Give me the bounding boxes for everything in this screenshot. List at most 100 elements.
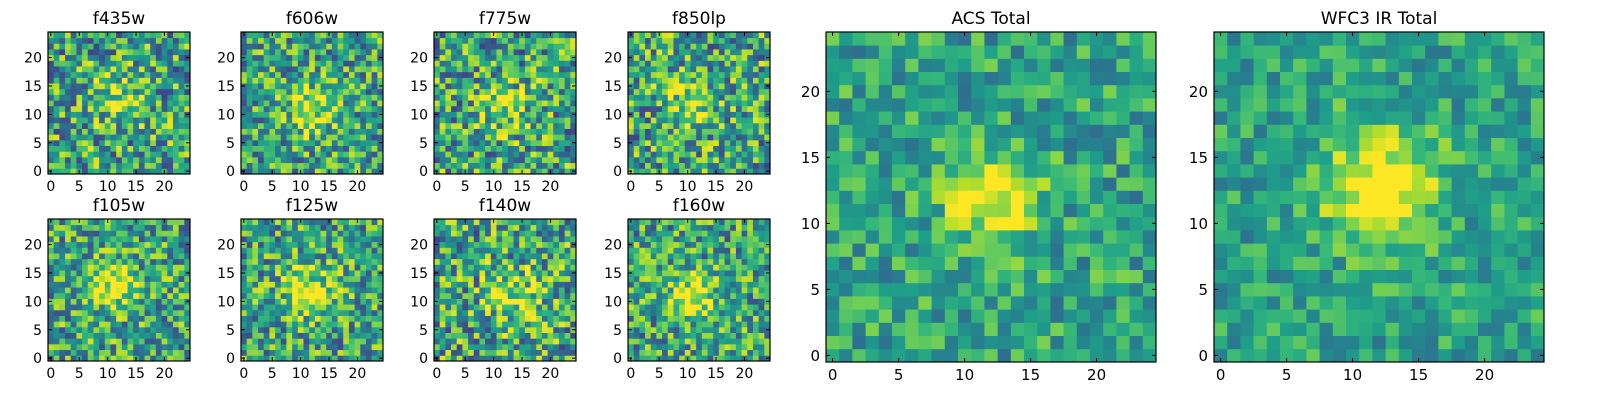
heatmap-cell	[553, 326, 560, 333]
heatmap-cell	[371, 247, 378, 254]
heatmap-cell	[496, 224, 503, 231]
heatmap-cell	[48, 292, 55, 299]
heatmap-cell	[263, 292, 270, 299]
heatmap-cell	[564, 321, 571, 328]
heatmap-cell	[377, 236, 384, 243]
heatmap-cell	[553, 134, 560, 141]
heatmap-cell	[747, 117, 754, 124]
heatmap-cell	[138, 105, 145, 112]
heatmap-cell	[650, 105, 657, 112]
heatmap-cell	[65, 105, 72, 112]
heatmap-cell	[718, 326, 725, 333]
heatmap-cell	[280, 94, 287, 101]
heatmap-cell	[371, 315, 378, 322]
heatmap-cell	[650, 100, 657, 107]
heatmap-cell	[536, 71, 543, 78]
heatmap-cell	[155, 71, 162, 78]
heatmap-cell	[434, 304, 441, 311]
heatmap-cell	[764, 105, 771, 112]
heatmap-cell	[76, 156, 83, 164]
heatmap-cell	[320, 105, 327, 112]
heatmap-cell	[167, 332, 174, 339]
heatmap-cell	[53, 100, 60, 107]
heatmap-cell	[741, 298, 748, 305]
heatmap-cell	[110, 151, 117, 158]
heatmap-cell	[144, 128, 151, 135]
heatmap-cell	[496, 326, 503, 333]
heatmap-cell	[553, 49, 560, 56]
heatmap-cell	[65, 111, 72, 118]
heatmap-cell	[172, 321, 180, 328]
heatmap-cell	[360, 32, 367, 39]
heatmap-cell	[684, 111, 691, 118]
heatmap-cell	[116, 71, 123, 78]
heatmap-cell	[485, 343, 492, 351]
heatmap-cell	[496, 287, 503, 294]
heatmap-cell	[536, 338, 543, 345]
heatmap-cell	[673, 105, 680, 112]
heatmap-cell	[462, 162, 469, 169]
heatmap-cell	[558, 122, 566, 129]
heatmap-cell	[451, 264, 458, 271]
heatmap-cell	[541, 66, 548, 73]
heatmap-cell	[184, 37, 191, 44]
heatmap-cell	[456, 71, 463, 78]
heatmap-cell	[348, 100, 355, 107]
heatmap-cell	[82, 139, 89, 146]
heatmap-cell	[172, 309, 180, 316]
heatmap-cell	[280, 117, 287, 124]
heatmap-cell	[570, 338, 577, 345]
heatmap-cell	[724, 128, 731, 135]
heatmap-cell	[496, 43, 503, 50]
heatmap-cell	[468, 332, 475, 339]
heatmap-cell	[292, 258, 299, 265]
heatmap-cell	[150, 224, 157, 231]
heatmap-cell	[150, 349, 157, 356]
heatmap-cell	[718, 100, 725, 107]
heatmap-cell	[331, 270, 338, 277]
heatmap-cell	[167, 275, 174, 282]
heatmap-cell	[547, 287, 554, 294]
heatmap-cell	[473, 145, 480, 152]
heatmap-cell	[275, 309, 282, 316]
heatmap-cell	[70, 145, 77, 152]
heatmap-cell	[747, 304, 754, 311]
heatmap-cell	[252, 349, 259, 356]
heatmap-cell	[121, 355, 128, 362]
heatmap-cell	[138, 321, 145, 328]
heatmap-cell	[116, 117, 123, 124]
heatmap-cell	[53, 309, 60, 316]
heatmap-cell	[354, 224, 361, 231]
heatmap-cell	[65, 77, 72, 84]
heatmap-cell	[507, 315, 514, 322]
heatmap-cell	[309, 253, 316, 260]
heatmap-cell	[439, 315, 446, 322]
heatmap-cell	[633, 117, 640, 124]
heatmap-cell	[696, 281, 703, 288]
heatmap-cell	[564, 298, 571, 305]
heatmap-cell	[479, 128, 486, 135]
heatmap-cell	[650, 270, 657, 277]
heatmap-cell	[172, 241, 180, 248]
heatmap-cell	[59, 105, 66, 112]
heatmap-cell	[684, 60, 691, 67]
heatmap-cell	[667, 343, 674, 351]
heatmap-cell	[241, 281, 248, 288]
heatmap-cell	[468, 139, 475, 146]
heatmap-cell	[314, 326, 321, 333]
heatmap-cell	[241, 338, 248, 345]
heatmap-cell	[496, 258, 503, 265]
heatmap-cell	[468, 326, 475, 333]
heatmap-cell	[150, 355, 157, 362]
heatmap-cell	[639, 77, 646, 84]
heatmap-cell	[479, 230, 486, 237]
heatmap-cell	[133, 338, 140, 345]
heatmap-cell	[150, 94, 157, 101]
heatmap-cell	[741, 287, 748, 294]
heatmap-cell	[326, 94, 333, 101]
heatmap-cell	[547, 281, 554, 288]
heatmap-cell	[76, 71, 83, 78]
heatmap-cell	[684, 71, 691, 78]
heatmap-cell	[48, 117, 55, 124]
heatmap-cell	[348, 332, 355, 339]
